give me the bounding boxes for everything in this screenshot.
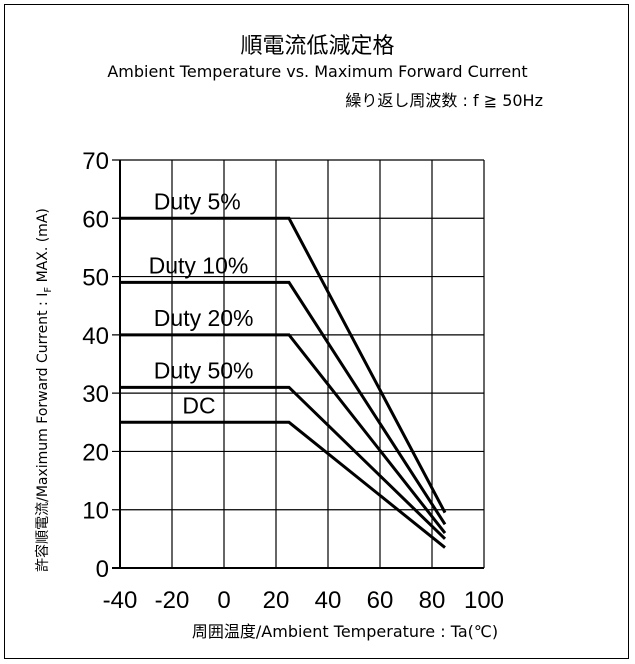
x-tick-label: -40 [103,587,138,614]
y-tick-label: 30 [82,381,109,408]
series-line [120,333,447,534]
y-axis-label-tail: MAX. (mA) [35,208,51,287]
x-tick-label: 60 [367,587,394,614]
x-tick-label: 0 [217,587,230,614]
y-tick-label: 50 [82,265,109,292]
y-tick-label: 20 [82,439,109,466]
series-lines [120,216,447,549]
y-axis-label-main: 許容順電流/Maximum Forward Current : I [34,293,51,572]
y-tick-label: 40 [82,323,109,350]
series-label: Duty 5% [154,188,241,214]
series-line [120,216,447,514]
x-tick-label: 20 [263,587,290,614]
series-label: DC [182,392,215,418]
y-tick-label: 70 [82,148,109,175]
series-line [120,420,446,549]
chart-condition: 繰り返し周波数 : f ≧ 50Hz [345,91,543,110]
series-labels: Duty 5% Duty 10% Duty 20% Duty 50% DC [149,188,254,418]
y-tick-label: 0 [96,556,109,583]
y-tick-label: 60 [82,206,109,233]
series-line [120,280,447,526]
x-tick-label: 40 [315,587,342,614]
x-tick-label: 100 [464,587,504,614]
y-tick-label: 10 [82,498,109,525]
x-tick-label: -20 [155,587,190,614]
series-line [120,385,447,540]
series-label: Duty 20% [154,305,254,331]
x-axis-label: 周囲温度/Ambient Temperature : Ta(℃) [192,622,498,641]
chart-title: 順電流低減定格 [240,34,395,59]
chart-frame [4,4,629,659]
y-axis-label-sub: F [43,287,54,293]
y-axis-label: 許容順電流/Maximum Forward Current : IF MAX. … [34,208,54,572]
series-label: Duty 10% [149,252,249,278]
tick-labels: -40 -20 0 20 40 60 80 100 0 10 20 30 40 50 60 70 [82,148,504,614]
chart-subtitle: Ambient Temperature vs. Maximum Forward … [107,62,528,81]
x-tick-label: 80 [419,587,446,614]
series-label: Duty 50% [154,357,254,383]
